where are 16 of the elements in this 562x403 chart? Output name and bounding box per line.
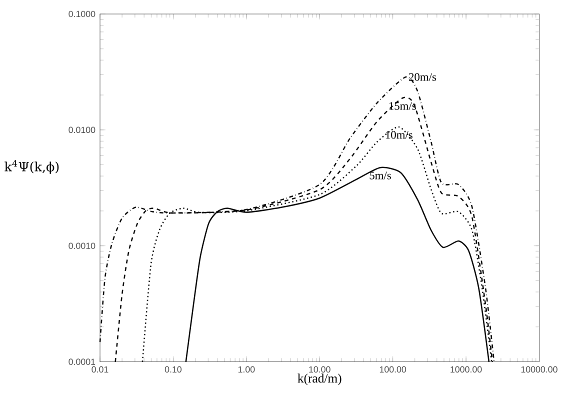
- x-tick-label: 1000.00: [450, 366, 482, 373]
- x-tick-label: 0.01: [92, 366, 108, 373]
- y-tick-label: 0.0010: [68, 242, 96, 250]
- y-tick-label: 0.0001: [68, 358, 96, 366]
- x-tick-label: 10.00: [309, 366, 330, 373]
- series-label: 5m/s: [370, 172, 391, 180]
- x-tick-label: 100.00: [380, 366, 406, 373]
- x-tick-label: 1.00: [238, 366, 255, 373]
- x-tick-label: 10000.00: [521, 366, 558, 373]
- y-tick-label: 0.1000: [68, 10, 96, 18]
- series-label: 20m/s: [409, 73, 436, 81]
- y-tick-label: 0.0100: [68, 126, 96, 134]
- series-label: 10m/s: [386, 131, 412, 139]
- x-tick-label: 0.10: [164, 366, 182, 373]
- y-axis-title: k$^{4}$Ψ(k,ϕ): [4, 160, 59, 174]
- x-axis-title: k(rad/m): [298, 374, 342, 386]
